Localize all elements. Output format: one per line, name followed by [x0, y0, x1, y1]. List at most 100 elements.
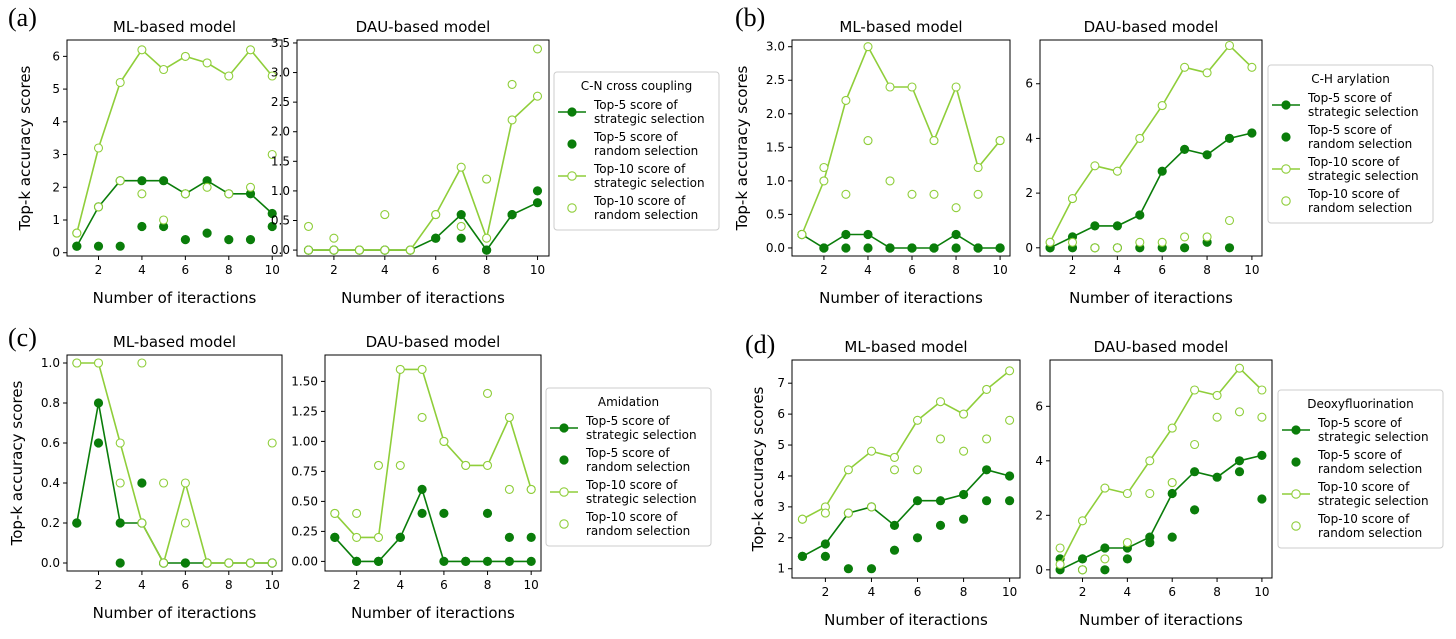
series-line [76, 362, 273, 566]
data-point [267, 558, 277, 568]
legend-label: Top-10 score of [585, 510, 678, 524]
data-point [417, 508, 427, 519]
legend-label: Top-10 score of [1317, 480, 1410, 494]
data-point [951, 243, 961, 253]
subplot-dau: DAU-based model Number of iteractions 2 4 6 8… [1035, 338, 1273, 629]
subplot-title: DAU-based model [366, 333, 501, 351]
x-tick-label: 4 [138, 263, 146, 277]
y-axis-label: Top-k accuracy scores [8, 380, 26, 546]
data-point [1202, 232, 1212, 242]
axes-frame [791, 359, 1021, 579]
y-tick-label: 1 [777, 562, 785, 576]
y-tick-label: 2 [777, 531, 785, 545]
data-point [352, 532, 362, 542]
data-point [159, 215, 169, 225]
data-point [866, 564, 877, 574]
data-point [202, 182, 212, 192]
data-point [180, 51, 190, 61]
data-point [1167, 478, 1177, 488]
x-tick-label: 6 [914, 585, 922, 599]
panel-label: (c) [8, 323, 37, 352]
data-point [866, 502, 877, 512]
panel-b: (b) Top-k accuracy scores ML-based model Nu… [733, 3, 1434, 307]
legend-marker [1291, 521, 1301, 531]
data-point [329, 233, 339, 243]
data-point [373, 532, 384, 542]
data-point [532, 91, 543, 101]
data-point [267, 149, 277, 160]
y-tick-label: 1.0 [271, 184, 290, 198]
series-line [334, 368, 532, 539]
data-point [1202, 150, 1212, 160]
data-point [224, 71, 234, 81]
data-point [885, 82, 895, 92]
data-point [1090, 161, 1100, 171]
legend-box [545, 387, 712, 547]
y-tick-label: 2.0 [766, 107, 785, 121]
y-tick-label: 4 [1025, 131, 1033, 145]
data-point [439, 436, 449, 446]
y-tick-label: 5 [52, 82, 60, 96]
data-point [431, 210, 441, 220]
data-point [456, 233, 466, 243]
data-point [373, 556, 384, 567]
data-point [137, 221, 147, 232]
x-tick-label: 10 [1244, 263, 1259, 277]
data-point [1122, 538, 1132, 548]
data-point [532, 44, 543, 54]
x-tick-label: 4 [1124, 585, 1132, 599]
data-point [819, 162, 829, 173]
y-tick-label: 0.5 [271, 213, 290, 227]
data-point [180, 235, 190, 245]
data-point [1157, 166, 1167, 176]
x-axis-label: Number of iteractions [1079, 611, 1243, 629]
data-point [526, 484, 536, 494]
data-point [532, 198, 543, 208]
y-tick-label: 3 [52, 148, 60, 162]
legend-marker [559, 519, 569, 529]
data-point [982, 384, 992, 394]
data-point [1077, 554, 1088, 564]
data-point [797, 229, 807, 240]
x-tick-label: 6 [1158, 263, 1166, 277]
legend-label: strategic selection [594, 176, 705, 190]
legend-box [1277, 389, 1444, 549]
y-axis-label: Top-k accuracy scores [16, 65, 34, 231]
y-tick-label: 3.5 [271, 36, 290, 50]
data-point [885, 176, 895, 186]
legend-marker [1281, 196, 1291, 206]
subplot-title: DAU-based model [1094, 338, 1229, 356]
data-point [907, 189, 917, 199]
series-line [802, 370, 1011, 520]
series-line [334, 487, 532, 563]
y-tick-label: 0.0 [41, 556, 60, 570]
data-point [995, 136, 1005, 146]
legend-label: random selection [586, 524, 690, 538]
data-point [351, 556, 362, 567]
x-tick-label: 10 [265, 578, 280, 592]
y-tick-label: 0.25 [291, 524, 318, 538]
x-axis-label: Number of iteractions [819, 289, 983, 307]
data-point [1167, 423, 1177, 433]
data-point [1234, 363, 1245, 373]
data-point [159, 558, 169, 568]
x-tick-label: 4 [138, 578, 146, 592]
series-line [801, 44, 1001, 235]
data-point [863, 243, 873, 253]
series-line [308, 201, 538, 252]
data-point [889, 545, 900, 555]
subplot-ml: ML-based model Number of iteractions 2 4 6 8 1… [52, 18, 283, 307]
data-point [72, 228, 82, 238]
data-point [843, 465, 853, 475]
x-tick-label: 6 [908, 263, 916, 277]
data-point [1257, 385, 1267, 395]
data-point [843, 564, 854, 574]
x-tick-label: 10 [1002, 585, 1017, 599]
data-point [1202, 68, 1212, 78]
data-point [115, 478, 125, 488]
legend-marker [1281, 100, 1291, 110]
data-point [395, 460, 405, 470]
data-point [439, 556, 449, 567]
y-tick-label: 0.5 [766, 207, 785, 221]
data-point [245, 558, 256, 568]
